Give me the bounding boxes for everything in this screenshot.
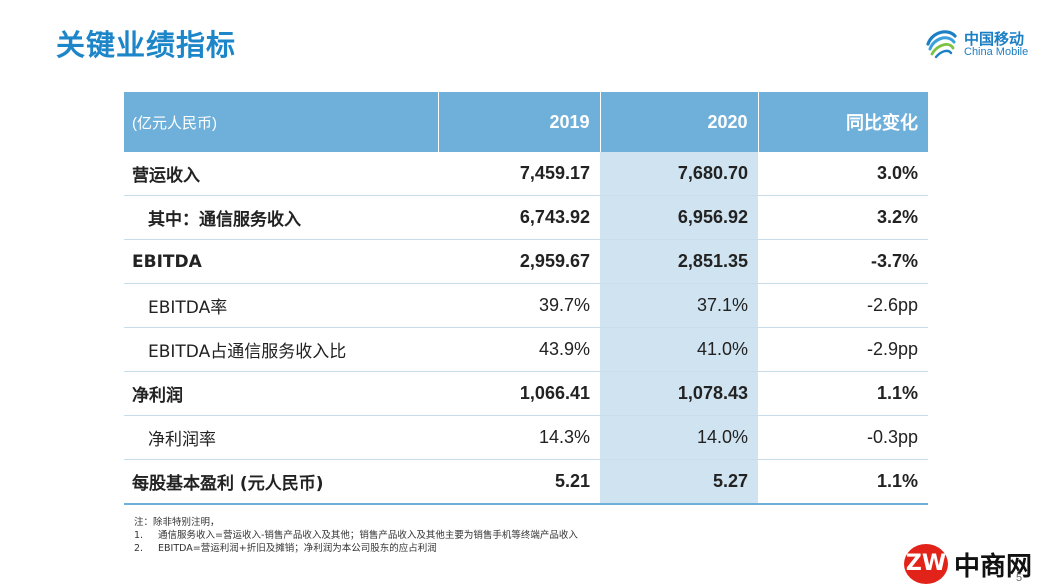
cell-2019: 1,066.41 [438, 371, 600, 416]
cell-2020: 6,956.92 [600, 195, 758, 240]
table-row: EBITDA 2,959.67 2,851.35 -3.7% [124, 239, 928, 284]
china-mobile-logo-icon [926, 30, 957, 59]
page-number: 5 [1016, 572, 1023, 584]
footnote-text: EBITDA=营运利润+折旧及摊销；净利润为本公司股东的应占利润 [158, 543, 437, 554]
footnote-item: 1. 通信服务收入=营运收入-销售产品收入及其他；销售产品收入及其他主要为销售手机… [134, 529, 578, 542]
cell-yoy: -0.3pp [758, 415, 928, 460]
cell-yoy: -3.7% [758, 239, 928, 284]
footnote-item: 2. EBITDA=营运利润+折旧及摊销；净利润为本公司股东的应占利润 [134, 542, 578, 555]
table-row: 每股基本盈利 (元人民币) 5.21 5.27 1.1% [124, 459, 928, 505]
page-title: 关键业绩指标 [56, 28, 237, 62]
logo-name-en: China Mobile [964, 46, 1029, 58]
row-label: 净利润率 [124, 415, 438, 460]
watermark-badge-icon: ZW [904, 544, 948, 584]
row-label: 净利润 [124, 371, 438, 416]
china-mobile-logo: 中国移动 China Mobile [922, 24, 1032, 64]
watermark: ZW 中商网 [904, 540, 1050, 587]
row-label: EBITDA率 [124, 283, 438, 328]
cell-2019: 39.7% [438, 283, 600, 328]
cell-yoy: 3.2% [758, 195, 928, 240]
cell-2020: 41.0% [600, 327, 758, 372]
row-label: 每股基本盈利 (元人民币) [124, 459, 438, 505]
footnotes: 注：除非特别注明， 1. 通信服务收入=营运收入-销售产品收入及其他；销售产品收入… [134, 516, 578, 555]
cell-2019: 43.9% [438, 327, 600, 372]
footnote-intro: 注：除非特别注明， [134, 517, 220, 528]
cell-yoy: 1.1% [758, 459, 928, 505]
cell-yoy: 3.0% [758, 152, 928, 196]
footnote-text: 通信服务收入=营运收入-销售产品收入及其他；销售产品收入及其他主要为销售手机等终… [158, 530, 578, 541]
header-yoy: 同比变化 [758, 92, 928, 152]
row-label: EBITDA占通信服务收入比 [124, 327, 438, 372]
header-2019: 2019 [438, 92, 601, 152]
cell-2020: 2,851.35 [600, 239, 758, 284]
cell-2020: 14.0% [600, 415, 758, 460]
row-label: 其中：通信服务收入 [124, 195, 438, 240]
cell-2019: 14.3% [438, 415, 600, 460]
cell-2020: 5.27 [600, 459, 758, 505]
kpi-table: (亿元人民币) 2019 2020 同比变化 营运收入 7,459.17 7,6… [124, 92, 928, 505]
cell-2019: 2,959.67 [438, 239, 600, 284]
cell-2020: 37.1% [600, 283, 758, 328]
table-row: 其中：通信服务收入 6,743.92 6,956.92 3.2% [124, 195, 928, 240]
header-unit: (亿元人民币) [124, 92, 439, 152]
cell-2020: 1,078.43 [600, 371, 758, 416]
cell-yoy: -2.9pp [758, 327, 928, 372]
cell-2020: 7,680.70 [600, 152, 758, 196]
logo-name-cn: 中国移动 [964, 30, 1025, 48]
cell-yoy: 1.1% [758, 371, 928, 416]
table-row: 净利润率 14.3% 14.0% -0.3pp [124, 415, 928, 460]
watermark-text: 中商网 [954, 552, 1033, 582]
cell-2019: 6,743.92 [438, 195, 600, 240]
cell-2019: 5.21 [438, 459, 600, 505]
cell-2019: 7,459.17 [438, 152, 600, 196]
table-row: EBITDA占通信服务收入比 43.9% 41.0% -2.9pp [124, 327, 928, 372]
table-row: 净利润 1,066.41 1,078.43 1.1% [124, 371, 928, 416]
header-2020: 2020 [600, 92, 759, 152]
cell-yoy: -2.6pp [758, 283, 928, 328]
row-label: EBITDA [124, 239, 438, 284]
row-label: 营运收入 [124, 152, 438, 196]
footnote-number: 1. [134, 530, 144, 541]
footnote-number: 2. [134, 543, 144, 554]
table-row: EBITDA率 39.7% 37.1% -2.6pp [124, 283, 928, 328]
table-row: 营运收入 7,459.17 7,680.70 3.0% [124, 152, 928, 196]
table-header-row: (亿元人民币) 2019 2020 同比变化 [124, 92, 928, 152]
